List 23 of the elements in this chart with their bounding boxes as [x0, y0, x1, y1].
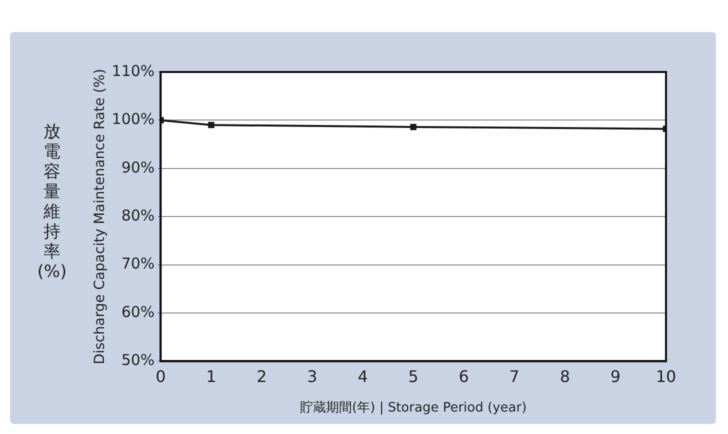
y-tick-label: 60% — [121, 302, 155, 321]
x-tick-label: 8 — [560, 366, 570, 386]
point — [208, 122, 214, 128]
x-tick-label: 2 — [256, 366, 267, 386]
y-tick-label: 50% — [121, 351, 155, 370]
x-tick-label: 4 — [358, 366, 368, 386]
x-tick-label: 0 — [156, 366, 166, 386]
x-tick-label: 1 — [206, 366, 216, 386]
y-tick-label: 100% — [112, 110, 155, 128]
x-axis-title: 貯蔵期間(年) | Storage Period (year) — [300, 400, 527, 416]
x-tick-label: 5 — [408, 366, 418, 386]
y-tick-label: 80% — [121, 206, 155, 224]
x-tick-label: 6 — [458, 366, 469, 386]
y-axis-title: Discharge Capacity Maintenance Rate (%) — [92, 68, 108, 364]
point — [410, 124, 416, 130]
x-tick-label: 3 — [307, 366, 318, 386]
x-tick-label: 7 — [509, 366, 520, 386]
x-tick-label: 10 — [656, 366, 676, 386]
x-tick-label: 9 — [610, 366, 621, 386]
text: 放電容量維持率(%) — [36, 122, 68, 282]
y-tick-label: 110% — [112, 62, 155, 80]
y-tick-label: 70% — [121, 254, 155, 273]
y-tick-label: 90% — [121, 158, 155, 176]
